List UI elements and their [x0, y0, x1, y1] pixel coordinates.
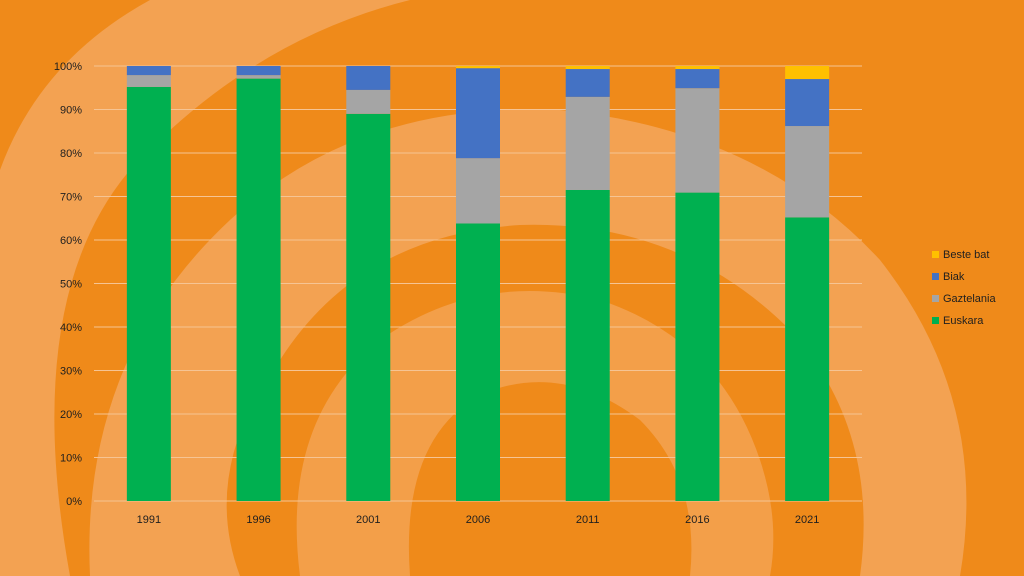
y-tick-label: 70%	[60, 192, 82, 204]
bar-segment	[565, 66, 610, 70]
y-tick-label: 90%	[60, 105, 82, 117]
legend-swatch	[932, 295, 939, 302]
x-tick-label: 2021	[795, 514, 819, 526]
x-axis: 1991 1996 2001 2006 2011 2016 2021	[137, 514, 820, 526]
x-tick-label: 2001	[356, 514, 380, 526]
legend: Beste bat Biak Gaztelania Euskara	[932, 249, 996, 327]
legend-label: Euskara	[943, 315, 984, 327]
y-tick-label: 80%	[60, 148, 82, 160]
x-tick-label: 2006	[466, 514, 490, 526]
bar-segment	[456, 223, 500, 501]
bar-segment	[236, 75, 281, 79]
bars	[126, 66, 830, 502]
y-tick-label: 20%	[60, 409, 82, 421]
bar-segment	[565, 189, 610, 501]
y-tick-label: 50%	[60, 279, 82, 291]
y-tick-label: 100%	[54, 61, 82, 73]
bar-segment	[675, 66, 720, 70]
bar-segment	[346, 66, 391, 90]
x-tick-label: 1996	[246, 514, 270, 526]
bar-segment	[456, 66, 500, 69]
legend-swatch	[932, 273, 939, 280]
y-tick-label: 40%	[60, 322, 82, 334]
y-axis: 0% 10% 20% 30% 40% 50% 60% 70% 80% 90% 100%	[54, 61, 82, 508]
bar-segment	[565, 96, 610, 190]
bar-segment	[456, 68, 500, 159]
bar-segment	[785, 126, 830, 218]
bar-segment	[456, 158, 500, 224]
bar-segment	[785, 79, 830, 127]
bar-segment	[236, 66, 281, 76]
bar-segment	[346, 89, 391, 114]
bar-segment	[565, 69, 610, 97]
y-tick-label: 0%	[66, 496, 82, 508]
bar-segment	[785, 66, 830, 80]
x-tick-label: 1991	[137, 514, 161, 526]
bar-segment	[236, 78, 281, 502]
bar-segment	[785, 217, 830, 501]
y-tick-label: 10%	[60, 453, 82, 465]
legend-label: Biak	[943, 271, 965, 283]
y-tick-label: 30%	[60, 366, 82, 378]
bar-segment	[346, 113, 391, 501]
legend-label: Beste bat	[943, 249, 989, 261]
bar-segment	[675, 88, 720, 193]
bar-segment	[126, 75, 171, 87]
legend-label: Gaztelania	[943, 293, 996, 305]
bar-segment	[675, 192, 720, 501]
x-tick-label: 2011	[576, 514, 600, 526]
y-tick-label: 60%	[60, 235, 82, 247]
bar-segment	[126, 86, 171, 501]
bar-segment	[126, 66, 171, 76]
x-tick-label: 2016	[685, 514, 709, 526]
bar-segment	[675, 69, 720, 89]
legend-swatch	[932, 317, 939, 324]
legend-swatch	[932, 251, 939, 258]
